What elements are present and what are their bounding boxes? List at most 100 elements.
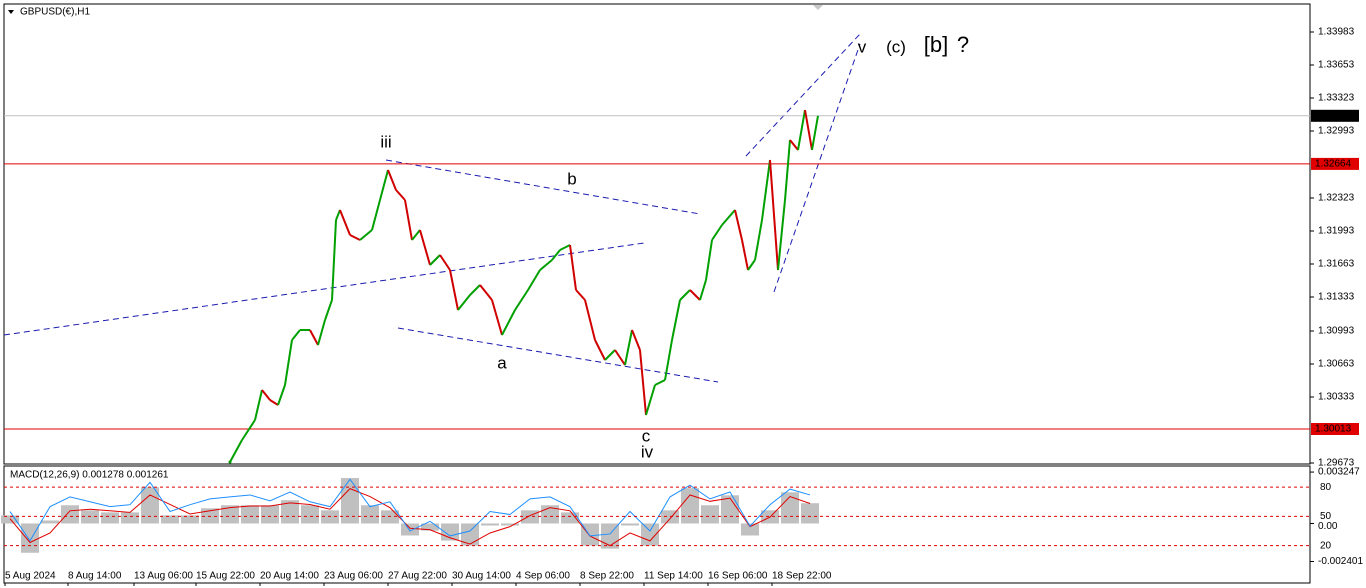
- price-segment: [479, 284, 493, 301]
- macd-bar: [681, 488, 699, 524]
- price-segment: [379, 169, 389, 201]
- y-tick-label: 1.32993: [1318, 126, 1355, 137]
- x-tick-label: 30 Aug 14:00: [452, 571, 511, 582]
- price-level-label: 1.32664: [1315, 159, 1352, 170]
- price-segment: [229, 439, 243, 463]
- x-tick-label: 20 Aug 14:00: [260, 571, 319, 582]
- macd-bar: [221, 505, 239, 524]
- x-tick-label: 27 Aug 22:00: [388, 571, 447, 582]
- macd-bar: [241, 505, 259, 524]
- price-segment: [539, 259, 553, 271]
- y-tick-label: 0.00: [1318, 521, 1338, 532]
- macd-bar: [61, 505, 79, 524]
- wave-label: iii: [380, 132, 391, 151]
- macd-bar: [201, 508, 219, 524]
- macd-bar: [301, 505, 319, 524]
- trend-line: [745, 33, 861, 157]
- price-segment: [449, 269, 459, 311]
- price-segment: [614, 349, 626, 366]
- price-segment: [679, 289, 691, 301]
- price-segment: [284, 339, 293, 386]
- price-segment: [269, 399, 279, 406]
- menu-arrow: [8, 10, 14, 14]
- y-tick-label: 1.31993: [1318, 226, 1355, 237]
- trend-line: [397, 327, 719, 383]
- y-tick-label: 1.29673: [1318, 458, 1355, 469]
- x-tick-label: 11 Sep 14:00: [644, 571, 703, 582]
- price-segment: [241, 419, 256, 441]
- y-tick-label: 1.33653: [1318, 60, 1355, 71]
- price-level-box: [1311, 423, 1359, 435]
- price-segment: [575, 289, 586, 301]
- y-tick-label: 1.30993: [1318, 326, 1355, 337]
- price-segment: [514, 289, 529, 311]
- price-segment: [761, 159, 771, 221]
- y-tick-label: 1.32323: [1318, 193, 1355, 204]
- x-tick-label: 13 Aug 06:00: [134, 571, 193, 582]
- macd-bar: [21, 523, 39, 553]
- y-tick-label: 0.003247: [1318, 467, 1360, 478]
- price-segment: [254, 389, 263, 421]
- price-segment: [411, 229, 421, 241]
- wave-label: v: [858, 37, 867, 56]
- price-segment: [804, 109, 813, 151]
- price-segment: [604, 349, 616, 361]
- macd-bar: [781, 492, 799, 524]
- price-segment: [811, 115, 819, 151]
- macd-bar: [281, 500, 299, 524]
- trend-line: [3, 242, 645, 336]
- price-segment: [349, 234, 361, 241]
- x-tick-label: 8 Sep 22:00: [580, 571, 634, 582]
- price-level-label: 1.33145: [1315, 110, 1352, 121]
- wave-label: [b]: [924, 32, 948, 57]
- macd-bar: [521, 510, 539, 524]
- price-segment: [741, 239, 749, 271]
- price-segment: [671, 299, 681, 341]
- trend-line: [385, 159, 701, 215]
- y-tick-label: 1.30333: [1318, 392, 1355, 403]
- price-segment: [469, 284, 481, 296]
- price-segment: [277, 384, 286, 406]
- x-tick-label: 18 Sep 22:00: [772, 571, 832, 582]
- y-tick-label: 1.33983: [1318, 27, 1355, 38]
- macd-frame: [3, 465, 1311, 584]
- price-segment: [339, 209, 351, 236]
- x-tick-label: 8 Aug 14:00: [68, 571, 122, 582]
- macd-bar: [361, 505, 379, 524]
- macd-bar: [121, 512, 139, 524]
- price-segment: [705, 239, 713, 281]
- price-segment: [654, 379, 666, 386]
- price-segment: [429, 254, 441, 266]
- macd-bar: [161, 515, 179, 524]
- macd-bar: [401, 523, 419, 536]
- price-segment: [439, 254, 451, 271]
- price-segment: [639, 349, 647, 416]
- y-tick-label: 1.30663: [1318, 359, 1355, 370]
- price-segment: [457, 294, 471, 311]
- price-segment: [335, 209, 341, 221]
- price-frame: [3, 3, 1311, 465]
- wave-label: b: [567, 169, 576, 188]
- macd-bar: [141, 487, 159, 524]
- y-tick-label: -0.002401: [1318, 556, 1363, 567]
- wave-label: c: [642, 426, 651, 445]
- price-segment: [689, 289, 701, 301]
- macd-bar: [461, 523, 479, 546]
- price-segment: [527, 269, 541, 291]
- y-tick-label: 1.31333: [1318, 292, 1355, 303]
- price-segment: [624, 329, 633, 366]
- price-segment: [261, 389, 271, 401]
- price-segment: [645, 384, 656, 416]
- price-segment: [747, 259, 756, 271]
- price-segment: [569, 244, 577, 291]
- price-segment: [769, 159, 779, 271]
- wave-label: iv: [641, 442, 654, 461]
- macd-bar: [621, 523, 639, 526]
- price-segment: [559, 244, 571, 251]
- macd-bar: [561, 512, 579, 524]
- y2-tick-label: 80: [1320, 482, 1332, 493]
- price-segment: [664, 339, 673, 381]
- macd-bar: [41, 520, 59, 524]
- macd-bar: [101, 512, 119, 524]
